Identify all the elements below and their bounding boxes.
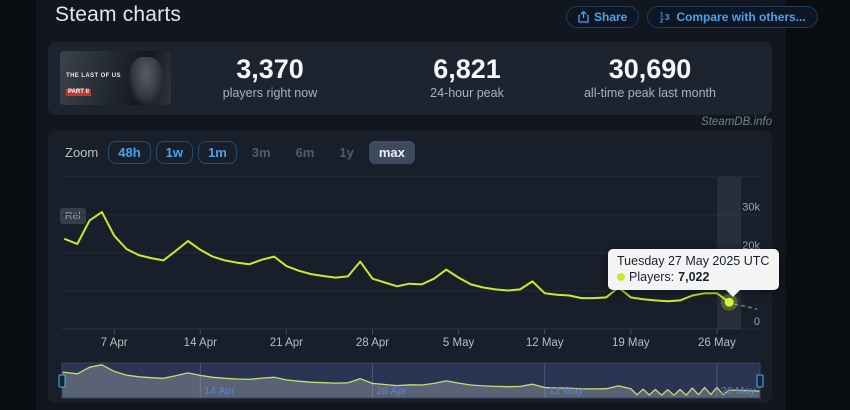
chart-tooltip: Tuesday 27 May 2025 UTC Players: 7,022 bbox=[608, 249, 780, 297]
tooltip-date: Tuesday 27 May 2025 UTC bbox=[617, 254, 770, 268]
share-button-label: Share bbox=[594, 10, 628, 24]
share-icon bbox=[578, 11, 589, 23]
svg-text:3: 3 bbox=[665, 13, 670, 22]
zoom-button-48h[interactable]: 48h bbox=[108, 141, 151, 164]
stats-panel: THE LAST OF US PART II 3,370 players rig… bbox=[48, 42, 772, 115]
stat-label: all-time peak last month bbox=[583, 86, 716, 100]
series-marker-icon bbox=[617, 273, 625, 281]
svg-text:1: 1 bbox=[660, 13, 664, 19]
tooltip-value: 7,022 bbox=[678, 270, 710, 284]
stat-value: 6,821 bbox=[433, 54, 501, 84]
stat-24h-peak: 6,821 24-hour peak bbox=[367, 54, 567, 100]
tooltip-arrow bbox=[726, 290, 740, 297]
stat-value: 30,690 bbox=[608, 54, 692, 84]
compare-button-label: Compare with others... bbox=[676, 10, 806, 24]
zoom-toolbar: Zoom 48h 1w 1m 3m 6m 1y max bbox=[65, 141, 415, 164]
tooltip-series-label: Players: bbox=[629, 270, 675, 284]
game-art-figure bbox=[129, 57, 163, 105]
release-flag: Rel bbox=[60, 208, 86, 224]
stat-current-players: 3,370 players right now bbox=[170, 54, 370, 100]
zoom-button-1y: 1y bbox=[329, 141, 363, 164]
zoom-controls: 48h 1w 1m 3m 6m 1y max bbox=[108, 141, 415, 164]
steamdb-watermark: SteamDB.info bbox=[701, 116, 772, 128]
zoom-button-6m: 6m bbox=[286, 141, 325, 164]
share-button[interactable]: Share bbox=[566, 6, 640, 28]
zoom-button-3m: 3m bbox=[242, 141, 281, 164]
page-title: Steam charts bbox=[55, 3, 182, 26]
stat-label: 24-hour peak bbox=[430, 86, 504, 100]
game-logo: THE LAST OF US PART II bbox=[66, 73, 121, 96]
stat-value: 3,370 bbox=[236, 54, 304, 84]
stat-label: players right now bbox=[222, 86, 318, 100]
zoom-button-1w[interactable]: 1w bbox=[155, 141, 193, 164]
svg-text:2: 2 bbox=[660, 19, 664, 24]
stat-alltime-peak: 30,690 all-time peak last month bbox=[550, 54, 750, 100]
tooltip-players-row: Players: 7,022 bbox=[617, 269, 769, 285]
zoom-button-max[interactable]: max bbox=[368, 141, 415, 164]
zoom-label: Zoom bbox=[65, 145, 99, 160]
game-capsule-image[interactable]: THE LAST OF US PART II bbox=[60, 51, 171, 105]
zoom-button-1m[interactable]: 1m bbox=[197, 141, 237, 164]
